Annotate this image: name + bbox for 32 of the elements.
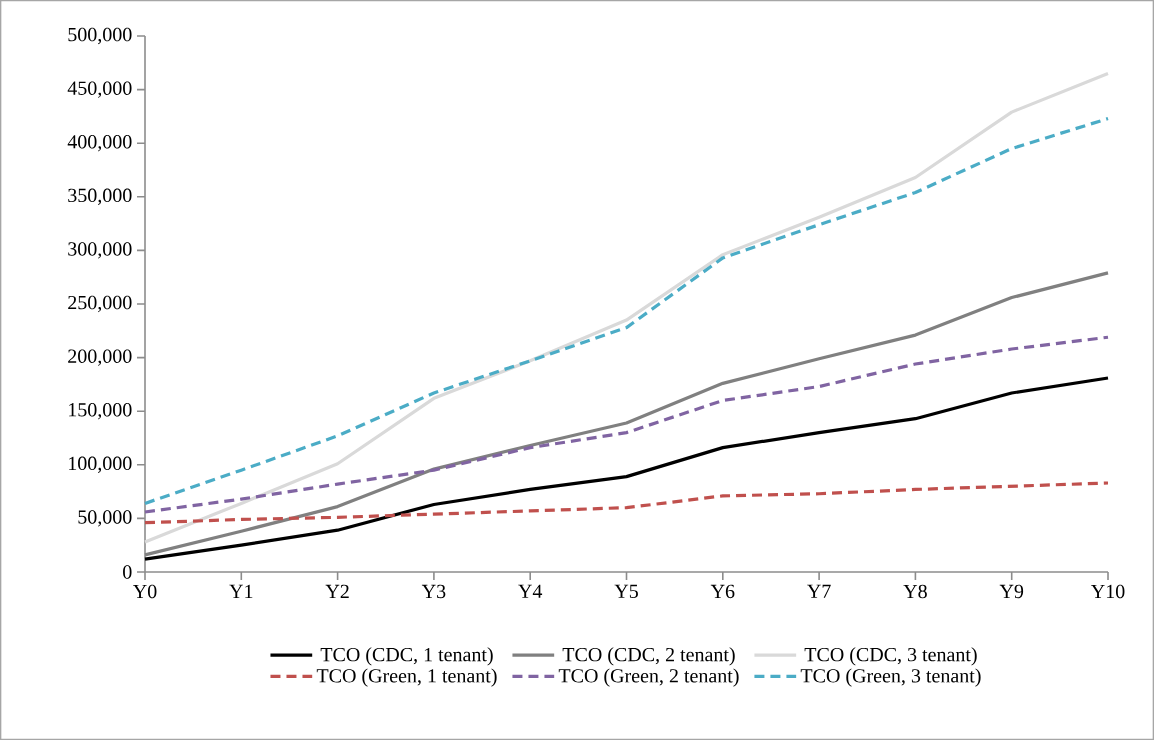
x-tick-label: Y8 (903, 584, 927, 599)
y-tick-label: 300,000 (68, 242, 132, 259)
y-tick-label: 450,000 (67, 81, 132, 98)
x-tick-label: Y5 (614, 584, 638, 598)
x-tick-label: Y1 (229, 584, 253, 598)
y-tick-label: 350,000 (68, 188, 132, 205)
line-series (143, 335, 1110, 514)
legend-label: TCO (Green, 2 tenant) (558, 668, 739, 687)
y-tick-label: 400,000 (67, 135, 132, 152)
x-tick-label: Y0 (133, 584, 157, 599)
x-tick-label: Y4 (518, 584, 543, 598)
x-tick-label: Y6 (710, 584, 735, 599)
legend-label: TCO (CDC, 1 tenant) (320, 647, 493, 666)
y-tick-label: 200,000 (68, 349, 132, 366)
x-tick-label: Y3 (421, 584, 446, 599)
line-series (143, 116, 1110, 505)
y-tick-label: 50,000 (78, 510, 132, 527)
y-tick-label: 500,000 (68, 27, 132, 45)
line-series (143, 376, 1110, 561)
legend-label: TCO (Green, 1 tenant) (316, 668, 497, 687)
y-tick-label: 0 (123, 565, 132, 579)
x-tick-label: Y7 (807, 584, 831, 598)
x-tick-label: Y9 (999, 584, 1024, 599)
x-tick-label: Y2 (325, 584, 349, 598)
line-series (143, 71, 1110, 544)
y-tick-label: 150,000 (69, 403, 132, 420)
legend-label: TCO (CDC, 2 tenant) (562, 647, 735, 666)
y-tick-label: 250,000 (68, 295, 132, 313)
legend-label: TCO (CDC, 3 tenant) (804, 647, 977, 666)
y-tick-label: 100,000 (69, 456, 132, 473)
x-tick-label: Y10 (1091, 584, 1125, 599)
legend-label: TCO (Green, 3 tenant) (800, 668, 981, 687)
